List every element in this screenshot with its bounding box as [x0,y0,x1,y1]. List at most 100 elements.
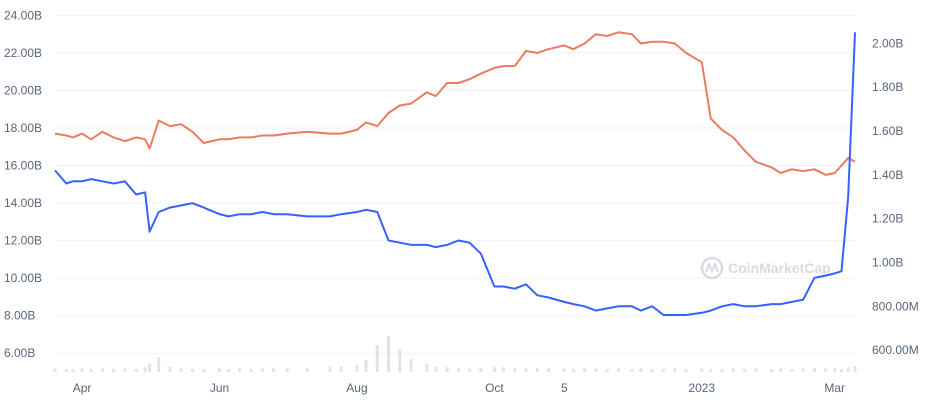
volume-bar [249,369,253,372]
volume-bar [227,369,231,372]
volume-bar [468,368,472,372]
x-tick-label: 2023 [688,381,715,395]
volume-bar [547,368,551,372]
volume-bar [80,368,84,372]
right-tick-label: 800.00M [872,299,919,313]
volume-bar [801,368,805,372]
left-tick-label: 10.00B [4,271,42,285]
watermark-logo-icon [700,256,724,280]
volume-bar [375,345,379,372]
volume-bar [364,360,368,372]
volume-bar [535,367,539,372]
right-tick-label: 1.60B [872,124,903,138]
right-axis-ticks: 2.00B 1.80B 1.60B 1.40B 1.20B 1.00B 800.00M 600… [872,36,919,357]
left-tick-label: 24.00B [4,8,42,22]
right-tick-label: 1.20B [872,212,903,226]
volume-bar [123,368,127,372]
volume-bars [53,336,857,372]
volume-bar [846,367,850,372]
volume-bar [305,368,309,372]
volume-bar [260,368,264,372]
volume-bar [272,367,276,372]
series-line-orange [54,31,856,176]
watermark: CoinMarketCap [728,260,831,276]
x-tick-label: 5 [561,381,568,395]
volume-bar [492,367,496,372]
volume-bar [190,369,194,372]
left-tick-label: 18.00B [4,121,42,135]
left-tick-label: 14.00B [4,196,42,210]
right-tick-label: 2.00B [872,36,903,50]
right-tick-label: 600.00M [872,343,919,357]
left-tick-label: 6.00B [4,346,35,360]
right-tick-label: 1.80B [872,80,903,94]
volume-bar [513,368,517,372]
volume-bar [134,369,138,372]
x-tick-label: Oct [485,381,504,395]
volume-bar [853,366,857,372]
volume-bar [238,368,242,372]
volume-bar [285,368,289,372]
volume-bar [616,368,620,372]
volume-bar [594,368,598,372]
volume-bar [479,367,483,372]
volume-bar [168,366,172,372]
volume-bar [731,368,735,372]
volume-bar [434,366,438,372]
volume-bar [824,368,828,372]
volume-bar [661,369,665,372]
volume-bar [839,369,843,372]
volume-bar [562,368,566,372]
left-tick-label: 8.00B [4,309,35,323]
volume-bar [812,367,816,372]
x-axis-ticks: Apr Jun Aug Oct 5 2023 Mar [73,381,845,395]
volume-bar [53,368,57,372]
volume-bar [673,368,677,372]
volume-bar [218,368,222,372]
volume-bar [650,369,654,372]
volume-bar [709,369,713,372]
volume-bar [202,369,206,372]
volume-bar [583,368,587,372]
volume-bar [398,349,402,372]
volume-bar [143,367,147,372]
volume-bar [179,368,183,372]
left-axis-ticks: 24.00B 22.00B 20.00B 18.00B 16.00B 14.00B 12.0… [4,8,42,360]
volume-bar [743,369,747,372]
volume-bar [790,369,794,372]
volume-bar [387,336,391,372]
left-tick-label: 20.00B [4,83,42,97]
volume-bar [700,368,704,372]
volume-bar [89,369,93,372]
volume-bar [605,369,609,372]
volume-bar [456,367,460,372]
series-line-blue [54,32,856,316]
right-tick-label: 1.00B [872,255,903,269]
volume-bar [157,357,161,372]
volume-bar [112,369,116,372]
volume-bar [355,364,359,372]
volume-bar [524,367,528,372]
series-lines [54,31,856,316]
grid-lines [55,14,855,354]
left-tick-label: 22.00B [4,46,42,60]
volume-bar [148,363,152,372]
x-tick-label: Jun [210,381,229,395]
volume-bar [64,369,68,372]
volume-bar [445,367,449,372]
volume-bar [779,368,783,372]
x-tick-label: Mar [824,381,845,395]
volume-bar [100,367,104,372]
volume-bar [328,367,332,372]
x-tick-label: Aug [346,381,367,395]
x-tick-label: Apr [73,381,92,395]
volume-bar [770,369,774,372]
left-tick-label: 12.00B [4,234,42,248]
left-tick-label: 16.00B [4,159,42,173]
volume-bar [501,367,505,372]
volume-bar [639,368,643,372]
volume-bar [720,369,724,372]
volume-bar [409,358,413,372]
volume-bar [833,368,837,372]
